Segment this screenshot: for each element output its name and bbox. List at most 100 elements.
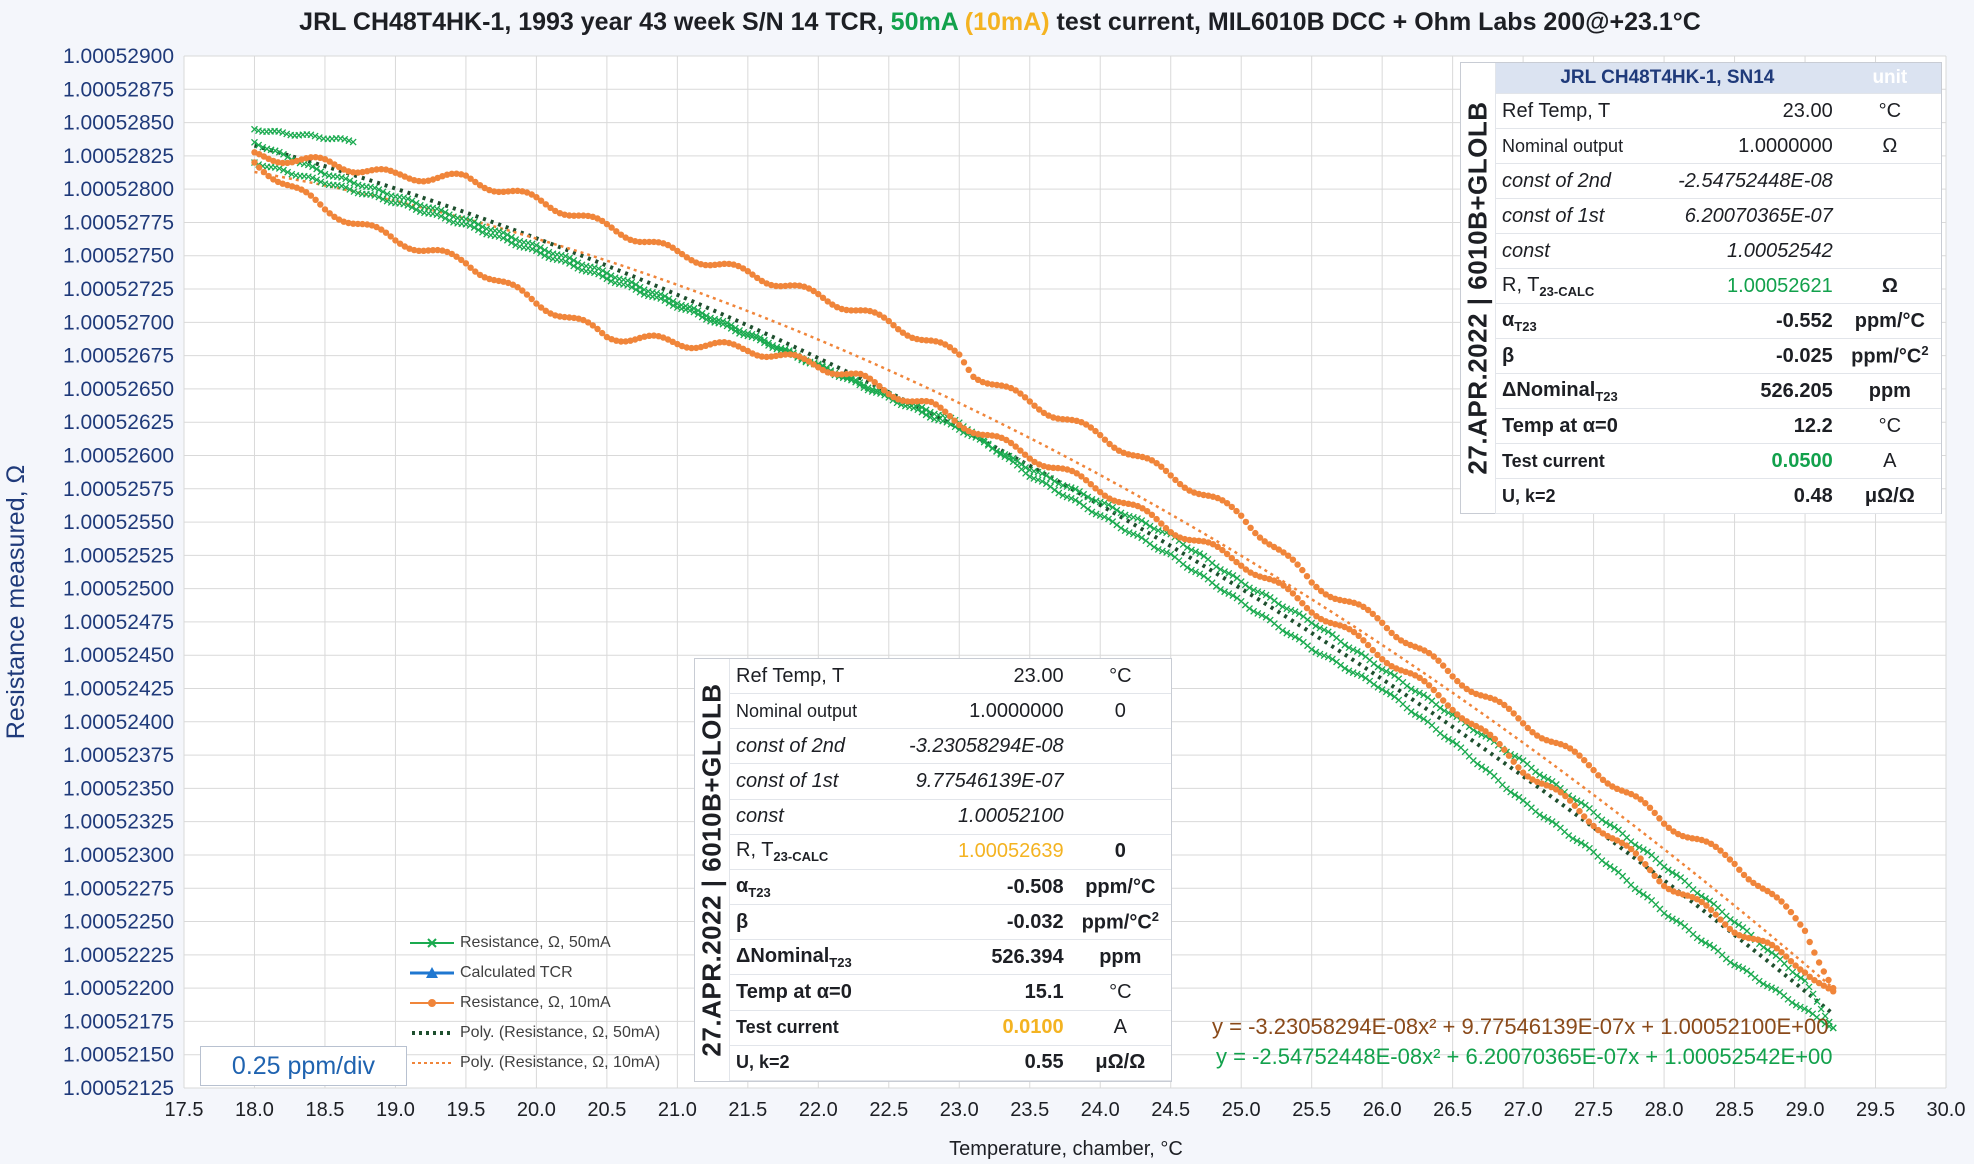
data-point-50ma [661, 292, 669, 300]
equation-10ma: y = -3.23058294E-08x² + 9.77546139E-07x … [1212, 1014, 1829, 1039]
data-point-50ma [1809, 1010, 1817, 1018]
data-point-10ma [425, 177, 432, 184]
data-point-10ma [321, 206, 329, 213]
data-point-50ma [280, 150, 287, 158]
data-point-10ma [646, 332, 653, 339]
data-point-50ma [1391, 672, 1399, 680]
data-point-10ma [1172, 476, 1179, 484]
data-point-10ma [1176, 480, 1184, 488]
data-point-50ma [1453, 740, 1461, 748]
data-point-10ma [749, 271, 756, 278]
data-point-10ma [1764, 887, 1771, 895]
data-point-10ma [1538, 735, 1546, 742]
data-point-10ma [1797, 966, 1804, 973]
data-point-50ma [375, 193, 383, 201]
x-tick-label: 19.5 [446, 1099, 485, 1121]
data-point-10ma [1256, 534, 1264, 541]
data-point-10ma [1223, 500, 1231, 507]
data-point-10ma [1651, 872, 1658, 879]
data-point-50ma [1511, 791, 1519, 799]
data-point-10ma [354, 169, 362, 176]
data-point-50ma [744, 329, 752, 337]
data-point-10ma [1736, 866, 1743, 873]
data-point-50ma [1436, 704, 1444, 712]
data-point-10ma [1350, 628, 1358, 636]
data-point-10ma [918, 336, 925, 344]
x-tick-label: 29.5 [1856, 1099, 1895, 1121]
data-point-50ma [512, 236, 520, 244]
data-point-10ma [1768, 941, 1776, 949]
y-tick-label: 1.00052475 [63, 611, 174, 634]
x-tick-label: 26.5 [1433, 1099, 1472, 1121]
data-point-50ma [313, 176, 321, 184]
data-point-10ma [843, 370, 850, 378]
data-point-50ma [1606, 863, 1614, 871]
data-point-10ma [1303, 573, 1311, 580]
data-point-10ma [1726, 856, 1734, 863]
data-point-50ma [275, 164, 283, 172]
data-point-10ma [420, 247, 427, 254]
data-point-10ma [1482, 728, 1489, 735]
data-point-10ma [862, 372, 869, 380]
data-point-50ma [1117, 524, 1125, 532]
data-point-10ma [1820, 968, 1828, 975]
data-point-50ma [922, 411, 930, 419]
data-point-10ma [1745, 876, 1752, 883]
data-point-50ma [1047, 483, 1054, 491]
data-point-50ma [284, 168, 292, 176]
data-point-10ma [1092, 427, 1099, 435]
data-point-10ma [1247, 524, 1254, 531]
data-point-10ma [1637, 855, 1644, 862]
data-point-10ma [382, 166, 390, 173]
data-point-50ma [1797, 974, 1805, 982]
data-point-10ma [880, 387, 888, 394]
data-point-50ma [1424, 718, 1432, 726]
data-point-10ma [537, 197, 545, 204]
data-point-10ma [763, 280, 770, 287]
x-tick-label: 25.5 [1292, 1099, 1331, 1121]
x-tick-label: 27.0 [1504, 1099, 1543, 1121]
y-tick-label: 1.00052325 [63, 811, 174, 834]
data-point-10ma [1773, 945, 1781, 952]
data-point-10ma [462, 260, 470, 267]
data-point-10ma [1421, 678, 1428, 685]
data-point-10ma [1628, 845, 1635, 853]
data-point-10ma [1294, 561, 1301, 568]
data-point-50ma [1076, 499, 1083, 507]
data-point-10ma [1191, 537, 1198, 544]
data-point-10ma [1360, 603, 1367, 610]
y-tick-label: 1.00052650 [63, 378, 174, 401]
data-point-50ma [487, 226, 495, 234]
data-point-50ma [532, 241, 540, 249]
data-point-50ma [400, 200, 408, 208]
data-point-10ma [312, 196, 319, 203]
row-nominal: Nominal output 1.0000000 0 [695, 693, 1171, 730]
data-point-50ma [1225, 590, 1233, 598]
data-point-10ma [1379, 656, 1386, 663]
data-point-10ma [279, 159, 286, 167]
chart-title: JRL CH48T4HK-1, 1993 year 43 week S/N 14… [299, 8, 1701, 36]
data-point-10ma [1660, 820, 1668, 827]
data-point-10ma [387, 233, 394, 240]
y-tick-label: 1.00052575 [63, 478, 174, 501]
data-point-50ma [313, 165, 321, 173]
data-point-10ma [1519, 769, 1527, 776]
data-point-10ma [1444, 667, 1452, 675]
data-point-10ma [1017, 447, 1024, 454]
data-point-10ma [1031, 402, 1038, 409]
row-uncertainty: U, k=2 0.48 μΩ/Ω [1461, 478, 1941, 514]
data-point-10ma [476, 182, 484, 189]
data-point-10ma [1158, 520, 1165, 527]
data-point-50ma [1796, 1003, 1804, 1011]
row-test-current: Test current 0.0100 A [695, 1010, 1171, 1046]
data-point-50ma [644, 287, 652, 295]
data-point-50ma [1615, 868, 1622, 876]
data-point-10ma [1731, 860, 1738, 868]
y-tick-label: 1.00052225 [63, 944, 174, 967]
data-point-50ma [283, 130, 291, 138]
data-point-10ma [1778, 898, 1785, 905]
data-point-10ma [1369, 610, 1377, 618]
series-points [251, 125, 1837, 1032]
data-point-50ma [1266, 616, 1274, 624]
data-point-50ma [1009, 458, 1017, 466]
